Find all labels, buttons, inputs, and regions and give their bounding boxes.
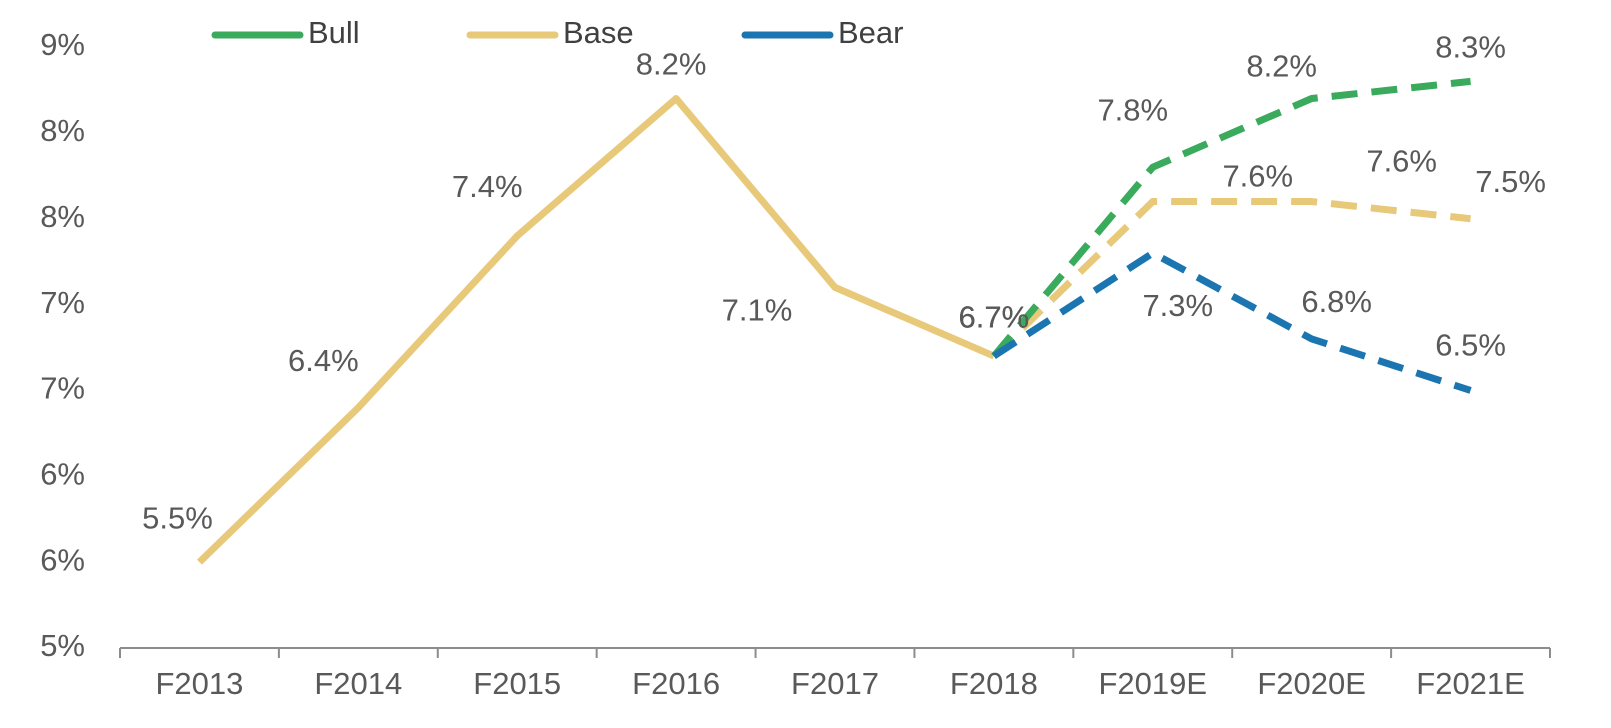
- y-tick-label: 7%: [40, 371, 85, 406]
- y-tick-label: 9%: [40, 27, 85, 62]
- legend-label: Bear: [838, 15, 903, 50]
- series-line: [991, 77, 1471, 359]
- data-label: 6.5%: [1435, 328, 1506, 363]
- x-tick-label: F2014: [314, 666, 402, 701]
- data-label: 7.1%: [722, 293, 793, 328]
- y-tick-label: 5%: [40, 628, 85, 663]
- data-label: 6.7%: [959, 299, 1030, 334]
- x-tick-label: F2015: [473, 666, 561, 701]
- y-tick-label: 8%: [40, 199, 85, 234]
- y-tick-label: 7%: [40, 285, 85, 320]
- x-tick-label: F2021E: [1416, 666, 1525, 701]
- x-tick-label: F2013: [155, 666, 243, 701]
- data-label: 7.6%: [1222, 159, 1293, 194]
- data-label: 8.2%: [1246, 49, 1317, 84]
- data-label: 8.2%: [636, 47, 707, 82]
- data-label: 6.4%: [288, 343, 359, 378]
- x-tick-label: F2018: [950, 666, 1038, 701]
- data-label: 6.7%: [959, 299, 1030, 334]
- data-label: 7.3%: [1142, 288, 1213, 323]
- data-label: 6.7%: [959, 299, 1030, 334]
- data-label: 7.8%: [1097, 92, 1168, 127]
- series-line: [991, 249, 1472, 394]
- data-label: 7.4%: [452, 169, 523, 204]
- y-tick-label: 6%: [40, 542, 85, 577]
- data-label: 6.8%: [1301, 284, 1372, 319]
- legend-label: Base: [563, 15, 634, 50]
- series-line: [197, 95, 996, 565]
- y-tick-label: 8%: [40, 113, 85, 148]
- legend-label: Bull: [308, 15, 360, 50]
- x-tick-label: F2020E: [1257, 666, 1366, 701]
- data-label: 8.3%: [1435, 30, 1506, 65]
- x-tick-label: F2016: [632, 666, 720, 701]
- x-tick-label: F2019E: [1098, 666, 1207, 701]
- data-label: 7.5%: [1475, 164, 1546, 199]
- x-tick-label: F2017: [791, 666, 879, 701]
- data-label: 5.5%: [142, 500, 213, 535]
- series-line: [991, 198, 1471, 359]
- data-label: 7.6%: [1366, 144, 1437, 179]
- y-tick-label: 6%: [40, 456, 85, 491]
